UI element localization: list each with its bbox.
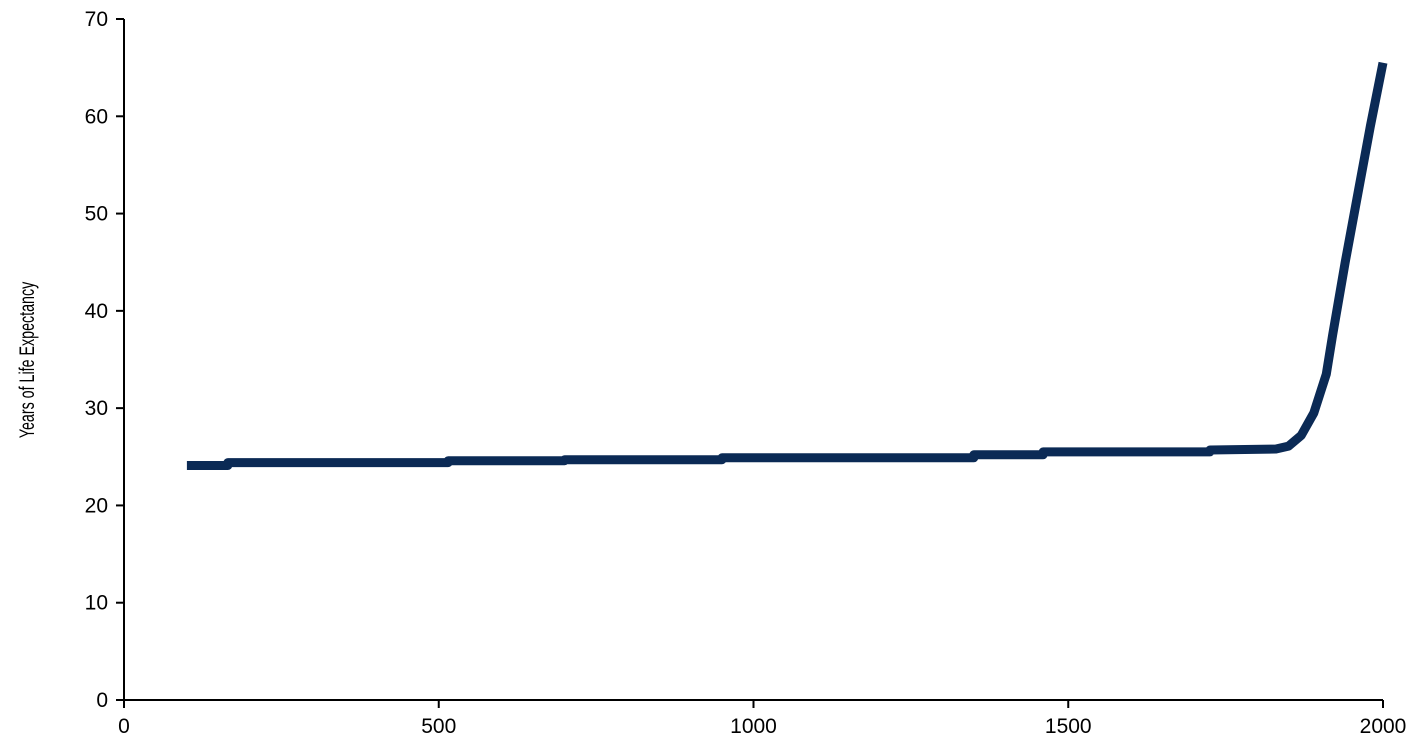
y-axis-title: Years of Life Expectancy xyxy=(15,282,38,439)
y-tick-label: 0 xyxy=(96,689,108,712)
y-tick-label: 50 xyxy=(85,203,108,226)
y-tick-label: 60 xyxy=(85,105,108,128)
x-tick-label: 2000 xyxy=(1360,715,1407,738)
x-tick-label: 0 xyxy=(118,715,130,738)
series-line-1 xyxy=(186,61,1388,470)
x-axis: 0 500 1000 1500 2000 xyxy=(116,699,1407,738)
series-group xyxy=(186,61,1388,470)
x-tick-label: 500 xyxy=(421,715,456,738)
y-tick-label: 10 xyxy=(85,592,108,615)
y-axis: 0 10 20 30 40 50 60 70 xyxy=(85,8,125,712)
y-tick-label: 70 xyxy=(85,8,108,31)
y-tick-label: 40 xyxy=(85,300,108,323)
x-tick-label: 1000 xyxy=(730,715,777,738)
y-tick-label: 30 xyxy=(85,397,108,420)
x-tick-label: 1500 xyxy=(1045,715,1092,738)
y-tick-label: 20 xyxy=(85,494,108,517)
